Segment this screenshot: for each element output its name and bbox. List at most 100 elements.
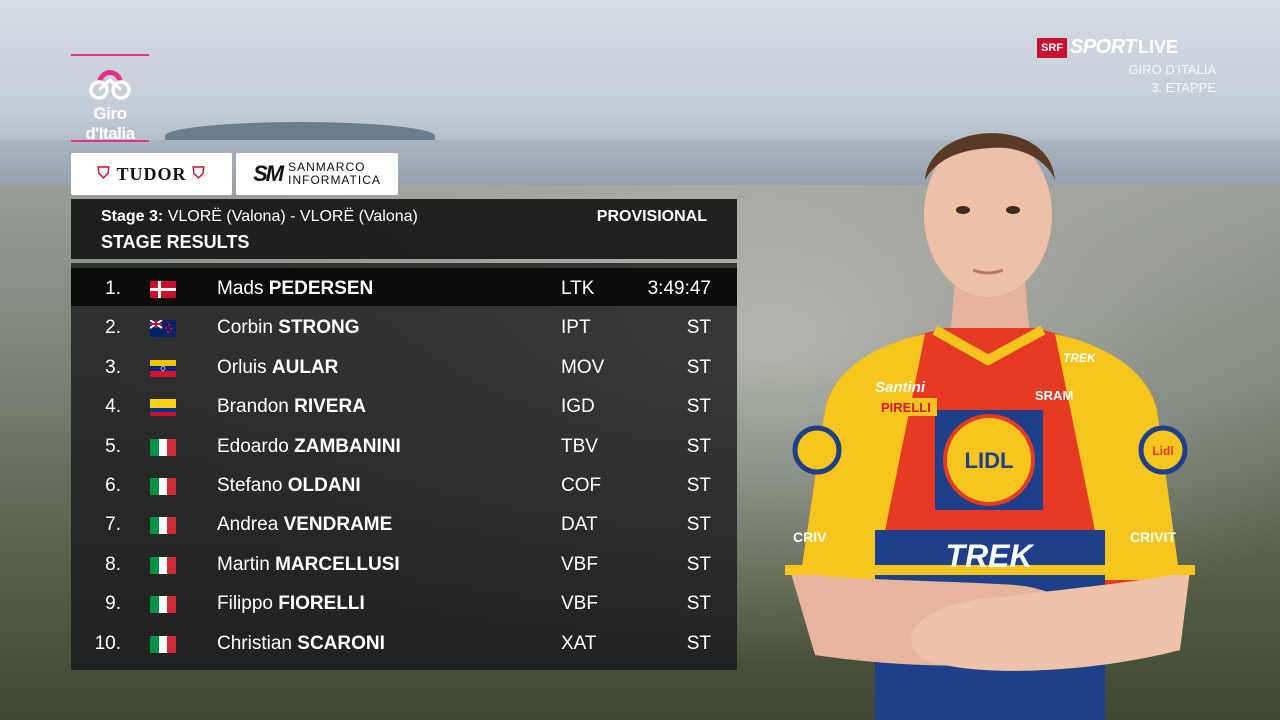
rider-name: Brandon RIVERA [217, 396, 366, 418]
venezuela-flag [150, 359, 176, 377]
stage-route: VLORË (Valona) - VLORË (Valona) [167, 208, 418, 225]
jersey-trek-band: TREK [945, 538, 1035, 574]
finish-time: ST [686, 553, 711, 575]
rider-first-name: Christian [217, 632, 292, 654]
team-code: IPT [561, 317, 591, 339]
rider-first-name: Martin [217, 553, 270, 575]
giro-logo: Giro d'Italia [70, 54, 150, 143]
sleeve-logo-left [792, 425, 842, 475]
table-row: 6. Stefano OLDANI COF ST [71, 465, 737, 504]
rider-first-name: Andrea [217, 514, 279, 536]
table-row: 10. Christian SCARONI XAT ST [71, 623, 737, 662]
collar-stripe [932, 325, 1046, 366]
rider-name: Andrea VENDRAME [217, 514, 392, 536]
finish-time: ST [686, 356, 711, 378]
position: 8. [105, 553, 121, 575]
sport-text: SPORT [1070, 36, 1137, 58]
position: 3. [105, 356, 121, 378]
rider-first-name: Brandon [217, 396, 289, 418]
rider-name: Edoardo ZAMBANINI [217, 436, 401, 458]
rider-name: Filippo FIORELLI [217, 593, 365, 615]
team-code: LTK [561, 278, 595, 299]
tudor-sponsor: ⛉ TUDOR ⛉ [71, 153, 232, 195]
jersey-right-panel [1055, 334, 1180, 580]
position: 5. [105, 435, 121, 457]
rider-portrait: LIDL Santini PIRELLI SRAM TREK Lidl CRIV… [785, 133, 1195, 720]
rider-arm-right [911, 570, 1190, 671]
rider-first-name: Edoardo [217, 435, 289, 457]
table-row: 1. Mads PEDERSEN LTK 3:49:47 [71, 268, 737, 306]
jersey-pirelli: PIRELLI [881, 400, 931, 415]
stage-line: Stage 3: VLORË (Valona) - VLORË (Valona) [101, 208, 418, 226]
stage-prefix: Stage 3: [101, 208, 164, 225]
bicycle-icon [89, 70, 131, 100]
results-header: Stage 3: VLORË (Valona) - VLORË (Valona)… [71, 199, 737, 259]
team-code: COF [561, 475, 602, 496]
team-code: IGD [561, 396, 595, 418]
table-row: 5. Edoardo ZAMBANINI TBV ST [71, 426, 737, 465]
sanmarco-mark: SM [253, 161, 284, 186]
logo-bottom-bar [71, 140, 149, 142]
italy-flag [150, 635, 176, 653]
position: 1. [105, 278, 121, 299]
italy-flag [150, 478, 176, 495]
rider-last-name: FIORELLI [278, 593, 365, 615]
broadcast-stage: 3. ETAPPE [1151, 80, 1216, 95]
live-text: LIVE [1138, 37, 1179, 57]
rider-first-name: Corbin [217, 317, 273, 339]
finish-time: ST [686, 435, 711, 457]
table-row: 4. Brandon RIVERA IGD ST [71, 386, 737, 425]
rider-mouth [972, 268, 1004, 275]
rider-last-name: MARCELLUSI [275, 553, 400, 575]
rider-last-name: VENDRAME [283, 514, 393, 536]
rider-name: Stefano OLDANI [217, 475, 361, 497]
jersey-santini: Santini [875, 379, 926, 396]
page-title: STAGE RESULTS [101, 232, 250, 252]
italy-flag [150, 556, 176, 574]
rider-first-name: Stefano [217, 475, 283, 496]
rider-last-name: PEDERSEN [268, 278, 374, 299]
rider-last-name: ZAMBANINI [294, 435, 401, 457]
team-code: TBV [561, 435, 598, 457]
tudor-shield-icon: ⛉ [192, 165, 206, 182]
jersey-crivit-right: CRIVIT [1130, 529, 1176, 545]
rider-last-name: SCARONI [297, 632, 385, 654]
logo-top-bar [71, 54, 149, 56]
rider-name: Orluis AULAR [217, 357, 338, 379]
rider-name: Christian SCARONI [217, 633, 385, 655]
rider-eye-left [956, 206, 970, 214]
status-badge: PROVISIONAL [596, 208, 707, 225]
italy-flag [150, 517, 176, 535]
italy-flag [150, 596, 176, 614]
rider-last-name: STRONG [278, 317, 360, 339]
denmark-flag [150, 281, 176, 298]
position: 10. [94, 632, 121, 654]
team-code: DAT [561, 514, 598, 536]
sanmarco-sponsor: SM SANMARCO INFORMATICA [236, 153, 398, 195]
rider-first-name: Mads [217, 278, 264, 299]
finish-time: ST [686, 632, 711, 654]
table-row: 2. Corbin STRONG IPT ST [71, 307, 737, 346]
giro-logo-text: Giro d'Italia [85, 104, 135, 143]
rider-name: Mads PEDERSEN [217, 278, 373, 300]
position: 2. [105, 317, 121, 339]
results-table: 1. Mads PEDERSEN LTK 3:49:47 2. Corbin STRONG… [71, 263, 737, 670]
sanmarco-text: SANMARCO INFORMATICA [288, 161, 381, 187]
rider-hair [925, 133, 1055, 180]
new-zealand-flag [150, 320, 176, 338]
rider-head [924, 133, 1052, 297]
table-row: 8. Martin MARCELLUSI VBF ST [71, 544, 737, 583]
jersey-sram: SRAM [1035, 388, 1073, 403]
position: 9. [105, 593, 121, 615]
tudor-text: TUDOR [116, 163, 187, 184]
jersey-criv-left: CRIV [793, 529, 827, 545]
sanmarco-line2: INFORMATICA [288, 173, 381, 187]
table-row: 9. Filippo FIORELLI VBF ST [71, 583, 737, 622]
rider-first-name: Orluis [217, 356, 267, 378]
sleeve-band [785, 565, 1195, 575]
position: 6. [105, 475, 121, 496]
team-code: MOV [561, 356, 605, 378]
srf-badge: SRF [1037, 37, 1067, 58]
finish-time: ST [686, 475, 711, 496]
broadcaster-logo: SRF SPORT LIVE [1037, 36, 1178, 59]
